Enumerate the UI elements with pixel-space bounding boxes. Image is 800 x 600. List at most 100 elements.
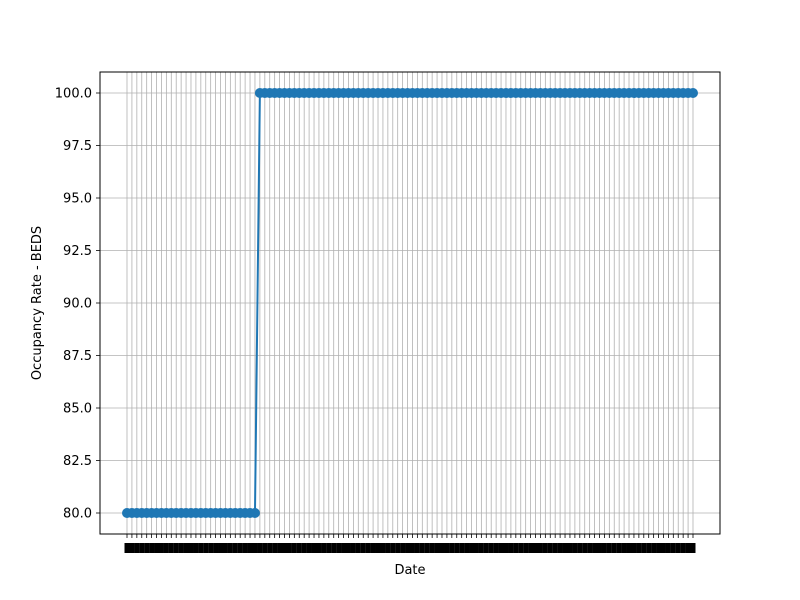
y-tick-label: 97.5	[63, 139, 92, 154]
x-tick-label	[616, 543, 622, 553]
x-tick-label	[375, 543, 381, 553]
x-tick-label	[203, 543, 209, 553]
x-tick-label	[213, 543, 219, 553]
x-tick-label	[301, 543, 307, 553]
x-tick-label	[227, 543, 233, 553]
x-tick-label	[365, 543, 371, 553]
x-tick-label	[606, 543, 612, 553]
x-tick-label	[149, 543, 155, 553]
x-tick-label	[242, 543, 248, 553]
x-axis-ticks	[124, 534, 696, 553]
x-tick-label	[124, 543, 130, 553]
x-tick-label	[414, 543, 420, 553]
x-tick-label	[419, 543, 425, 553]
x-tick-label	[660, 543, 666, 553]
y-tick-label: 82.5	[63, 454, 92, 469]
x-tick-label	[163, 543, 169, 553]
x-tick-label	[331, 543, 337, 553]
x-tick-label	[355, 543, 361, 553]
x-tick-label	[562, 543, 568, 553]
x-tick-label	[596, 543, 602, 553]
y-tick-label: 92.5	[63, 244, 92, 259]
x-tick-label	[296, 543, 302, 553]
x-tick-label	[513, 543, 519, 553]
x-tick-label	[208, 543, 214, 553]
x-tick-label	[350, 543, 356, 553]
x-tick-label	[636, 543, 642, 553]
x-tick-label	[370, 543, 376, 553]
x-tick-label	[168, 543, 174, 553]
y-tick-label: 90.0	[63, 297, 92, 312]
x-tick-label	[454, 543, 460, 553]
x-tick-label	[429, 543, 435, 553]
x-tick-label	[493, 543, 499, 553]
x-tick-label	[198, 543, 204, 553]
x-tick-label	[631, 543, 637, 553]
x-tick-label	[380, 543, 386, 553]
y-axis-ticks: 80.0 82.5 85.0 87.5 90.0 92.5 95.0 97.5 100.0	[55, 87, 100, 522]
x-tick-label	[252, 543, 258, 553]
x-tick-label	[395, 543, 401, 553]
x-tick-label	[523, 543, 529, 553]
x-tick-label	[680, 543, 686, 553]
x-tick-label	[144, 543, 150, 553]
x-tick-label	[601, 543, 607, 553]
x-tick-label	[291, 543, 297, 553]
x-tick-label	[311, 543, 317, 553]
x-tick-label	[129, 543, 135, 553]
x-tick-label	[690, 543, 696, 553]
x-tick-label	[222, 543, 228, 553]
x-tick-label	[464, 543, 470, 553]
x-tick-label	[247, 543, 253, 553]
x-tick-label	[336, 543, 342, 553]
y-tick-label: 85.0	[63, 402, 92, 417]
x-tick-label	[173, 543, 179, 553]
x-tick-label	[237, 543, 243, 553]
x-tick-label	[439, 543, 445, 553]
y-tick-label: 87.5	[63, 349, 92, 364]
x-tick-label	[139, 543, 145, 553]
y-tick-label: 100.0	[55, 87, 92, 102]
x-tick-label	[257, 543, 263, 553]
x-tick-label	[469, 543, 475, 553]
x-tick-label	[321, 543, 327, 553]
x-tick-label	[685, 543, 691, 553]
x-tick-label	[508, 543, 514, 553]
x-tick-label	[272, 543, 278, 553]
x-tick-label	[193, 543, 199, 553]
x-tick-label	[656, 543, 662, 553]
x-tick-label	[286, 543, 292, 553]
data-point	[249, 508, 260, 518]
x-tick-label	[621, 543, 627, 553]
x-tick-label	[473, 543, 479, 553]
x-tick-label	[345, 543, 351, 553]
y-axis-label: Occupancy Rate - BEDS	[30, 226, 45, 380]
x-tick-label	[281, 543, 287, 553]
x-tick-label	[459, 543, 465, 553]
x-tick-label	[572, 543, 578, 553]
x-tick-label	[178, 543, 184, 553]
x-tick-label	[592, 543, 598, 553]
x-tick-label	[154, 543, 160, 553]
x-tick-label	[582, 543, 588, 553]
x-tick-label	[670, 543, 676, 553]
x-tick-label	[537, 543, 543, 553]
series-markers	[122, 88, 698, 518]
x-tick-label	[483, 543, 489, 553]
x-tick-label	[577, 543, 583, 553]
x-tick-label	[341, 543, 347, 553]
x-tick-label	[134, 543, 140, 553]
x-tick-label	[587, 543, 593, 553]
x-tick-label	[316, 543, 322, 553]
data-point	[688, 88, 698, 98]
x-tick-label	[567, 543, 573, 553]
x-tick-label	[503, 543, 509, 553]
x-tick-label	[675, 543, 681, 553]
x-tick-label	[218, 543, 224, 553]
x-tick-label	[262, 543, 268, 553]
x-tick-label	[518, 543, 524, 553]
x-tick-label	[528, 543, 534, 553]
x-tick-label	[626, 543, 632, 553]
x-tick-label	[267, 543, 273, 553]
